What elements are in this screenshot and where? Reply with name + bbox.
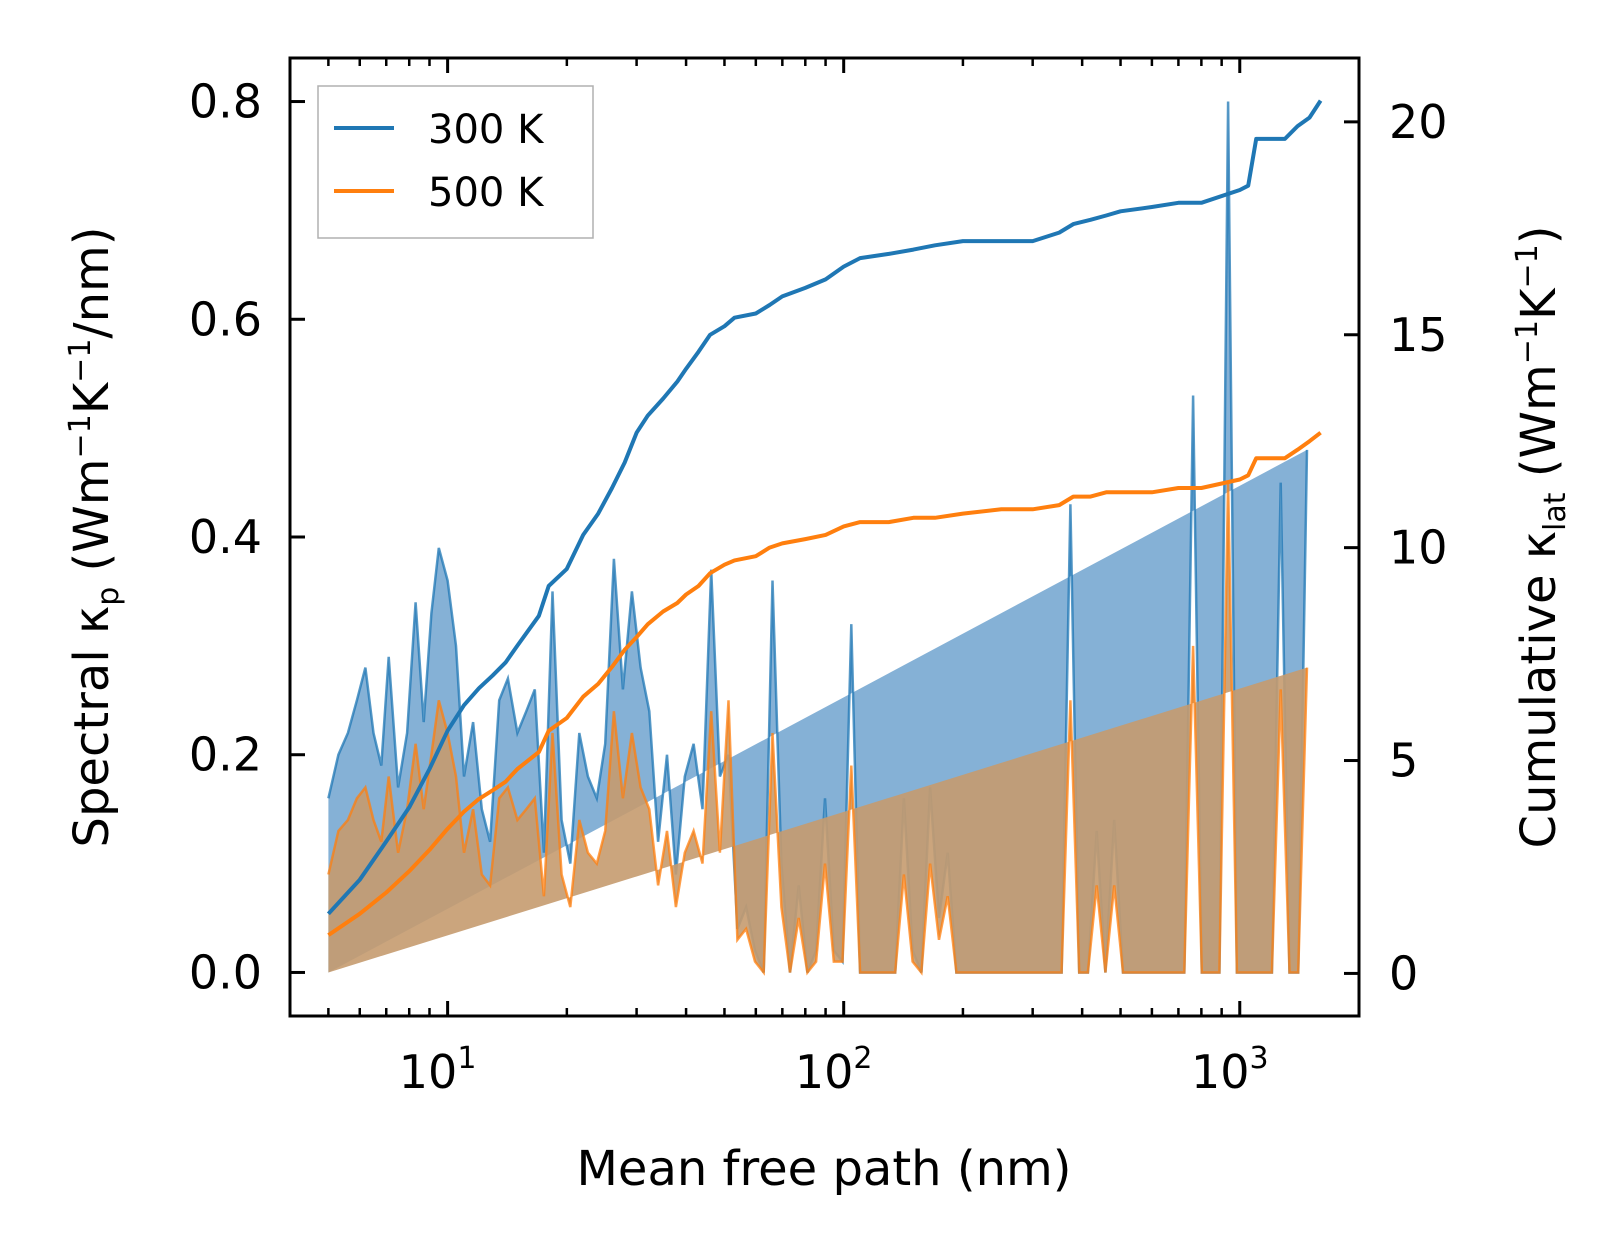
y-right-tick-label: 0 bbox=[1389, 946, 1418, 1000]
y-right-tick-label: 10 bbox=[1389, 521, 1448, 575]
y-right-tick-label: 5 bbox=[1389, 734, 1418, 788]
x-tick-label: 101 bbox=[399, 1041, 477, 1099]
x-tick-label: 102 bbox=[795, 1041, 873, 1099]
y-right-tick-label: 20 bbox=[1389, 95, 1448, 149]
legend-label-500k: 500 K bbox=[428, 170, 545, 216]
plot-area bbox=[326, 99, 1323, 976]
spectral-line-500k bbox=[327, 482, 1309, 976]
legend: 300 K 500 K bbox=[317, 85, 594, 239]
tick-labels: 101 102 103 0.0 0.2 0.4 0.6 0.8 0 5 10 15 20 bbox=[189, 75, 1448, 1099]
cumulative-line-300k bbox=[326, 99, 1323, 916]
right-y-axis-title: Cumulative κlat (Wm−1K−1) bbox=[1510, 226, 1573, 849]
cumulative-line-500k bbox=[327, 431, 1322, 937]
spectral-area-500k bbox=[328, 482, 1307, 973]
y-left-tick-label: 0.0 bbox=[189, 945, 262, 999]
y-left-tick-label: 0.2 bbox=[189, 728, 262, 782]
series-group bbox=[326, 99, 1323, 976]
y-left-tick-label: 0.8 bbox=[189, 75, 262, 129]
y-left-tick-label: 0.6 bbox=[189, 292, 262, 346]
y-right-tick-label: 15 bbox=[1389, 308, 1448, 362]
y-left-tick-label: 0.4 bbox=[189, 510, 262, 564]
legend-label-300k: 300 K bbox=[428, 107, 545, 153]
left-y-axis-title: Spectral κp (Wm−1K−1/nm) bbox=[63, 227, 126, 848]
x-tick-label: 103 bbox=[1191, 1041, 1269, 1099]
legend-box bbox=[317, 85, 594, 239]
x-axis-title: Mean free path (nm) bbox=[577, 1141, 1072, 1197]
tick-marks bbox=[288, 58, 1361, 1016]
